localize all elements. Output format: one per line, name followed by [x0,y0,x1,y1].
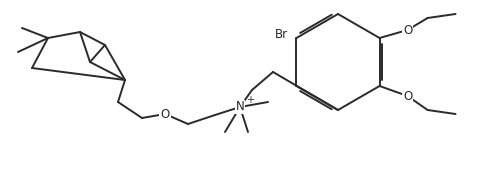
Text: O: O [161,108,170,121]
Text: N: N [236,101,244,113]
Text: O: O [403,23,412,37]
Text: +: + [246,95,254,105]
Text: Br: Br [275,27,288,41]
Text: O: O [403,89,412,102]
